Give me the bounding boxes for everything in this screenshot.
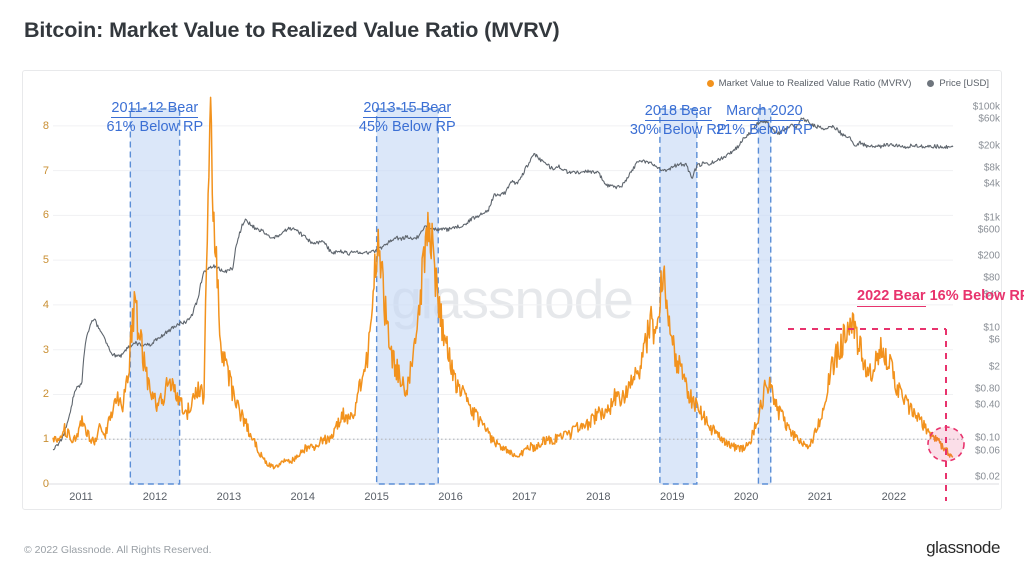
x-axis-tick: 2012: [142, 491, 168, 503]
brand-logo: glassnode: [926, 538, 1000, 557]
annotation-2022-title: 2022 Bear: [857, 287, 926, 307]
legend-dot-icon: [927, 80, 935, 87]
right-axis-tick: $0.02: [974, 471, 1000, 483]
left-axis-tick: 7: [42, 164, 49, 177]
plot-area: [47, 96, 999, 501]
right-axis-tick: $20k: [978, 140, 1000, 152]
annotation-2022-bear: 2022 Bear 16% Below RP: [857, 287, 1024, 307]
right-axis-tick: $0.06: [974, 445, 1000, 457]
legend-item-price[interactable]: Price [USD]: [927, 78, 989, 89]
annotation-2022-subtitle: 16% Below RP: [929, 288, 1024, 304]
x-axis-tick: 2018: [586, 491, 611, 503]
series-price-line: [52, 117, 954, 451]
x-axis-tick: 2015: [364, 491, 389, 503]
annotation-2013-15-bear: 2013-15 Bear 45% Below RP: [359, 99, 456, 136]
right-axis-tick: $0.10: [974, 432, 1000, 444]
left-axis-tick: 8: [42, 119, 49, 132]
region-fill: [376, 109, 439, 484]
shaded-region-2: [375, 108, 439, 485]
x-axis-tick: 2011: [69, 491, 93, 503]
x-axis-tick: 2022: [881, 491, 907, 503]
annotation-subtitle: 45% Below RP: [358, 119, 456, 135]
copyright-text: © 2022 Glassnode. All Rights Reserved.: [24, 544, 212, 556]
x-axis-tick: 2019: [659, 491, 685, 503]
right-axis-tick: $0.80: [974, 383, 1000, 395]
page-title: Bitcoin: Market Value to Realized Value …: [24, 18, 560, 42]
right-axis-tick: $600: [977, 224, 1000, 236]
x-axis-tick: 2017: [512, 491, 537, 503]
legend-label-mvrv: Market Value to Realized Value Ratio (MV…: [718, 78, 912, 89]
series-mvrv-line: [52, 96, 954, 470]
legend-label-price: Price [USD]: [939, 78, 989, 89]
right-axis-tick: $200: [977, 250, 1000, 262]
left-axis-tick: 1: [42, 433, 49, 446]
left-axis-tick: 6: [42, 209, 49, 222]
left-axis-tick: 4: [42, 298, 49, 311]
right-axis-tick: $10: [983, 322, 1000, 334]
left-axis-tick: 5: [42, 254, 49, 267]
annotation-subtitle: 21% Below RP: [716, 122, 813, 138]
annotation-2011-12-bear: 2011-12 Bear 61% Below RP: [106, 99, 203, 136]
shaded-region-1: [129, 108, 181, 485]
right-axis-tick: $4k: [983, 178, 1000, 190]
annotation-march-2020: March 2020 21% Below RP: [716, 102, 813, 139]
left-axis-tick: 0: [42, 478, 49, 490]
legend-item-mvrv[interactable]: Market Value to Realized Value Ratio (MV…: [706, 78, 912, 89]
x-axis-tick: 2014: [290, 491, 315, 503]
right-axis-tick: $8k: [983, 162, 1000, 174]
right-axis-tick: $0.40: [974, 399, 1000, 411]
right-axis-tick: $1k: [983, 212, 1000, 224]
annotation-subtitle: 61% Below RP: [106, 119, 204, 135]
annotation-subtitle: 30% Below RP: [629, 122, 727, 138]
x-axis-tick: 2016: [438, 491, 463, 503]
right-axis-tick: $80: [983, 272, 1000, 284]
region-border: [129, 108, 181, 485]
chart-card: Market Value to Realized Value Ratio (MV…: [22, 70, 1024, 510]
shaded-region-4: [757, 108, 772, 485]
region-border: [659, 108, 698, 485]
region-fill: [130, 109, 180, 484]
annotation-title: 2018 Bear: [644, 103, 712, 121]
annotation-title: 2013-15 Bear: [363, 100, 452, 118]
x-axis-tick: 2013: [216, 491, 242, 503]
annotation-title: 2011-12 Bear: [111, 100, 199, 118]
right-axis-tick: $60k: [978, 113, 1000, 125]
region-border: [757, 108, 772, 485]
right-axis-tick: $2: [988, 361, 1000, 373]
annotation-title: March 2020: [726, 103, 803, 121]
annotation-2018-bear: 2018 Bear 30% Below RP: [630, 102, 727, 139]
annotation-2022-highlight-ellipse: [927, 426, 965, 462]
right-axis-tick: $100k: [972, 101, 1000, 113]
region-fill: [758, 109, 771, 484]
left-axis-tick: 3: [42, 343, 49, 356]
region-border: [375, 108, 439, 485]
chart-legend: Market Value to Realized Value Ratio (MV…: [706, 78, 989, 89]
x-axis-tick: 2020: [733, 491, 759, 503]
legend-dot-icon: [706, 80, 714, 87]
x-axis-tick: 2021: [807, 491, 833, 503]
right-axis-tick: $6: [988, 334, 1000, 346]
left-axis-tick: 2: [42, 388, 49, 401]
right-axis-tick: $40: [983, 289, 1000, 301]
